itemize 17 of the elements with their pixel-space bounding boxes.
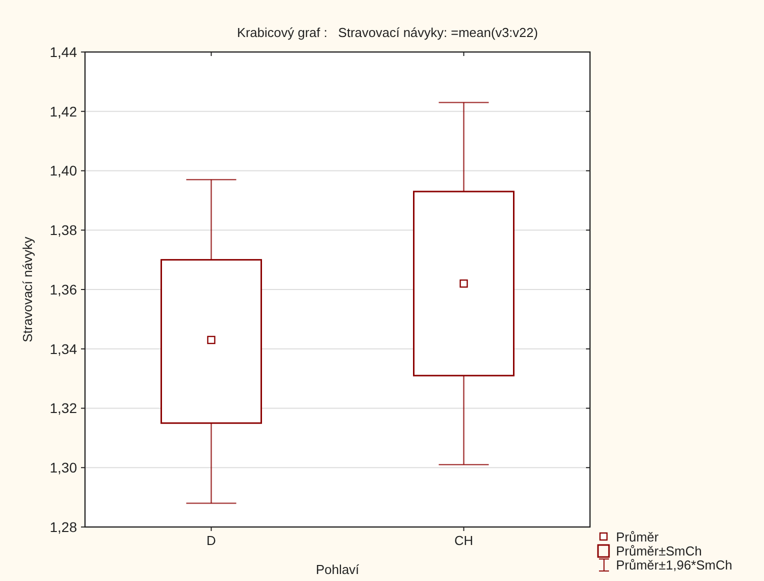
x-axis-title: Pohlaví: [316, 562, 360, 577]
y-tick-label: 1,36: [50, 281, 78, 298]
y-tick-label: 1,44: [50, 44, 78, 60]
y-tick-label: 1,38: [50, 222, 78, 238]
y-tick-label: 1,40: [50, 162, 78, 179]
y-tick-label: 1,32: [50, 400, 78, 416]
y-tick-label: 1,42: [50, 103, 78, 120]
y-tick-label: 1,34: [50, 340, 78, 357]
x-tick-label: D: [206, 533, 216, 548]
text: Průměr±1,96*SmCh: [616, 558, 732, 573]
y-axis-title: Stravovací návyky: [20, 236, 35, 342]
y-tick-label: 1,28: [50, 518, 78, 535]
text: Průměr: [616, 530, 660, 545]
text: Průměr±SmCh: [616, 544, 702, 559]
y-tick-label: 1,30: [50, 460, 78, 476]
chart-title: Krabicový graf : Stravovací návyky: =mean(v3:v22): [237, 25, 538, 40]
x-tick-label: CH: [454, 533, 474, 548]
